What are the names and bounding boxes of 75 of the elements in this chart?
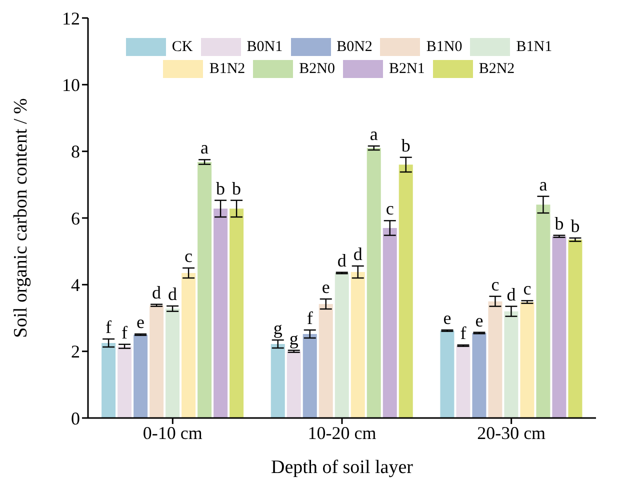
legend-label: B1N0 [426, 38, 462, 56]
data-label: b [216, 178, 226, 198]
bar [568, 240, 582, 418]
data-label: d [506, 284, 516, 304]
data-label: d [337, 250, 346, 270]
y-tick-label: 2 [71, 342, 80, 362]
legend-label: B0N1 [246, 38, 283, 56]
data-label: f [460, 323, 466, 343]
bar [214, 208, 228, 418]
data-label: f [106, 317, 112, 337]
bar [520, 302, 534, 418]
legend-label: B1N1 [516, 38, 552, 56]
data-label: c [386, 198, 394, 219]
y-tick-label: 4 [71, 275, 80, 296]
bar [102, 343, 116, 418]
data-label: e [443, 308, 452, 328]
bar [118, 346, 132, 418]
data-label: f [306, 308, 313, 328]
bar [318, 304, 333, 418]
legend-label: CK [172, 38, 193, 56]
bar [150, 305, 164, 418]
bar [472, 333, 486, 418]
bar [182, 273, 196, 418]
y-tick-label: 10 [62, 75, 80, 96]
data-label: e [475, 310, 484, 330]
y-tick-label: 8 [71, 142, 80, 162]
bar [398, 164, 413, 418]
bar [134, 334, 148, 418]
data-label: a [370, 124, 378, 144]
bar [552, 236, 566, 418]
bar [488, 301, 502, 418]
data-label: a [539, 174, 548, 194]
data-label: g [289, 328, 298, 348]
data-label: c [184, 246, 193, 266]
x-tick-label: 20-30 cm [477, 422, 546, 443]
data-label: c [523, 278, 532, 299]
data-label: g [273, 318, 282, 338]
bar [456, 346, 470, 418]
data-label: b [570, 216, 580, 236]
y-tick-label: 12 [62, 8, 80, 28]
bar [270, 344, 285, 418]
data-label: b [401, 135, 410, 156]
data-label: f [122, 322, 128, 342]
data-label: d [152, 282, 162, 302]
data-label: a [200, 138, 209, 158]
y-tick-label: 0 [71, 408, 80, 428]
legend-label: B2N2 [478, 60, 515, 78]
legend-label: B2N0 [299, 60, 335, 78]
legend-label: B1N2 [209, 60, 246, 78]
bar [286, 351, 301, 418]
data-label: e [322, 277, 330, 297]
y-tick-label: 6 [71, 208, 80, 228]
y-axis-title: Soil organic carbon content / % [10, 98, 32, 338]
bar [382, 228, 397, 418]
data-label: e [136, 312, 145, 332]
bar [230, 208, 244, 418]
x-tick-label: 10-20 cm [308, 422, 376, 443]
legend-label: B2N1 [389, 60, 425, 78]
x-axis-title: Depth of soil layer [271, 457, 414, 478]
bar [440, 330, 454, 418]
data-label: d [353, 244, 362, 264]
bar [366, 148, 381, 418]
bar [536, 204, 550, 418]
data-label: b [554, 213, 564, 234]
x-tick-label: 0-10 cm [142, 422, 202, 443]
bar [198, 162, 212, 418]
bar [504, 311, 518, 418]
bar [334, 273, 349, 418]
legend-label: B0N2 [336, 38, 372, 56]
data-label: c [491, 274, 500, 294]
data-label: d [168, 284, 178, 304]
bar [350, 272, 365, 418]
bar [302, 334, 317, 418]
data-label: b [232, 178, 242, 198]
bar [166, 308, 180, 418]
